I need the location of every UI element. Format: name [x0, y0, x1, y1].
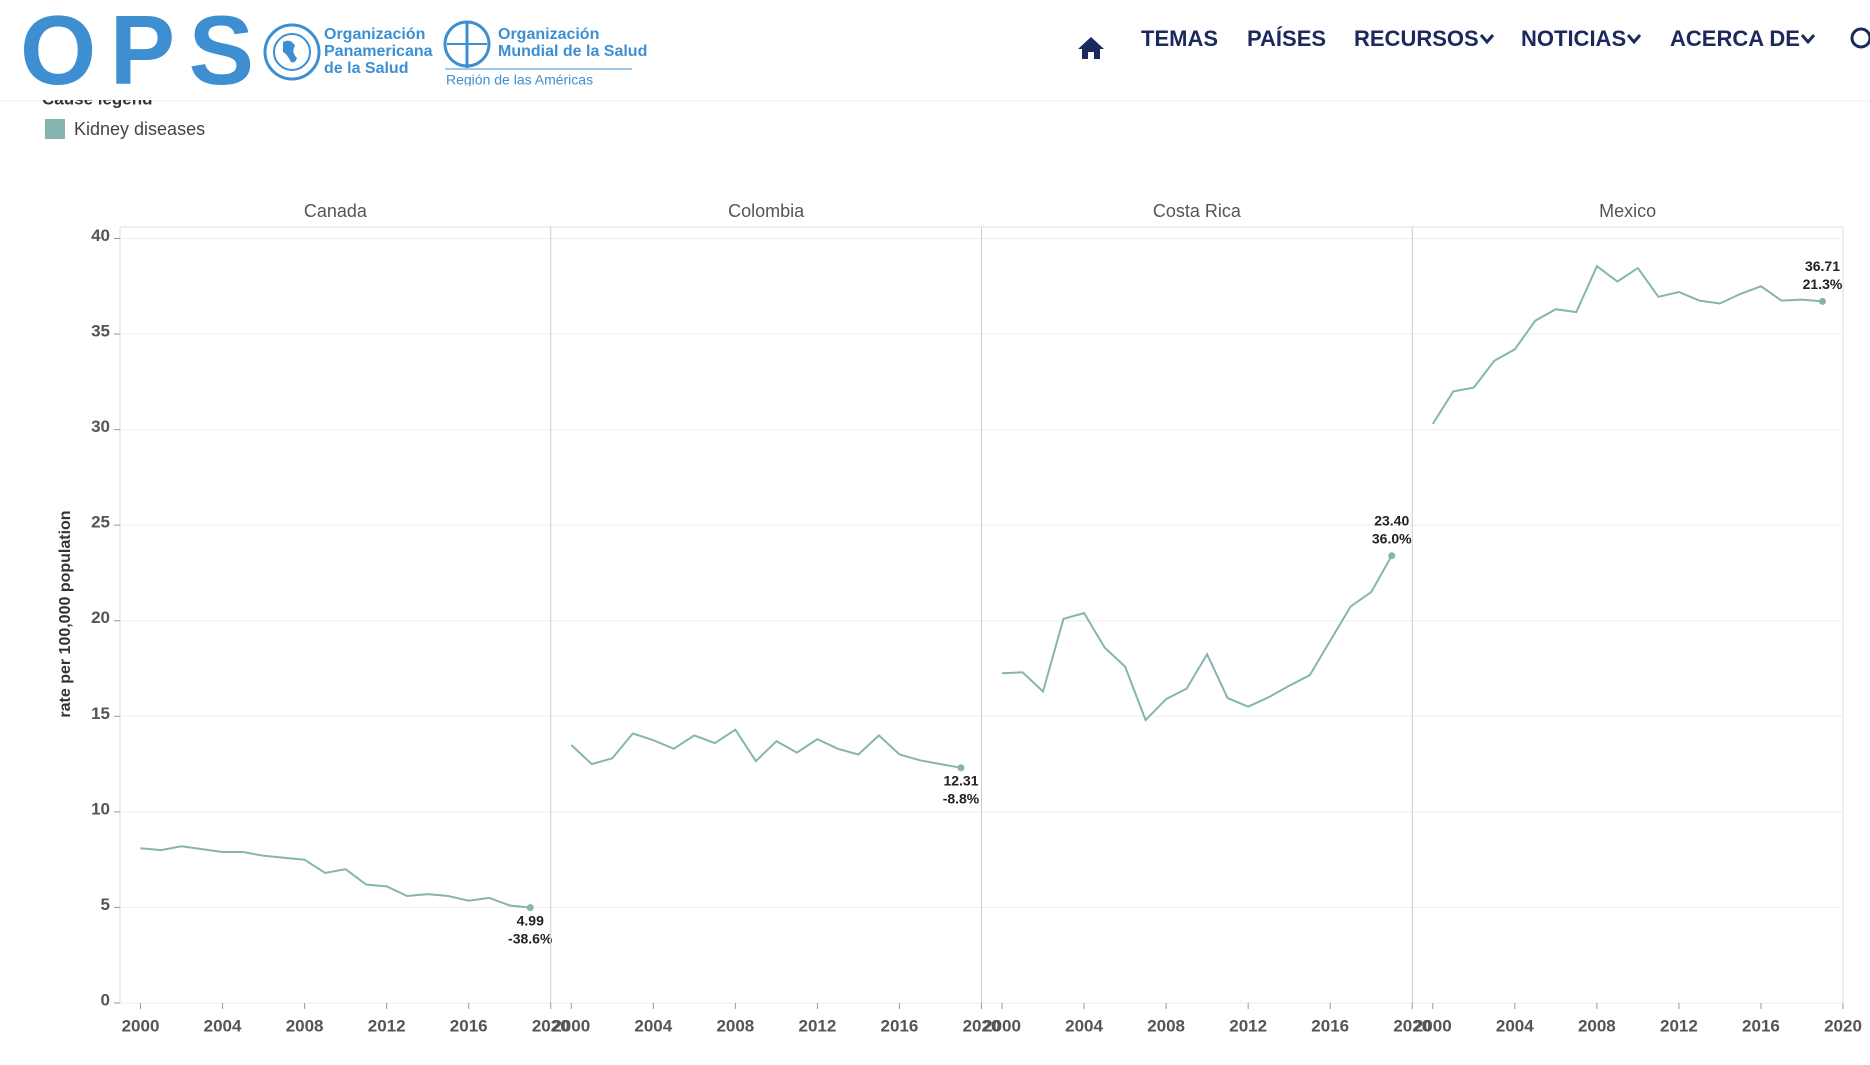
x-tick-label: 2004: [204, 1016, 242, 1035]
x-tick-label: 2000: [122, 1016, 160, 1035]
x-tick-label: 2004: [1496, 1016, 1534, 1035]
region: Región de las Américas: [446, 72, 593, 88]
org-who-line: Organización: [498, 26, 599, 43]
facet-title: Costa Rica: [1153, 201, 1242, 221]
data-line: [570, 728, 962, 769]
nav-item[interactable]: NOTICIAS: [1521, 26, 1626, 51]
x-tick-label: 2016: [881, 1016, 919, 1035]
legend-swatch: [45, 119, 65, 139]
search-icon[interactable]: [1850, 27, 1870, 49]
legend-label: Kidney diseases: [74, 119, 205, 139]
change-label: -8.8%: [943, 790, 980, 806]
change-label: 36.0%: [1372, 530, 1412, 546]
value-label: 4.99: [517, 912, 544, 928]
x-tick-label: 2016: [1742, 1016, 1780, 1035]
x-tick-label: 2020: [1824, 1016, 1862, 1035]
x-tick-label: 2008: [1147, 1016, 1185, 1035]
data-line: [140, 845, 531, 909]
y-tick-label: 25: [91, 513, 110, 532]
header-overlap: [0, 86, 1870, 100]
org-paho-line: Organización: [324, 26, 425, 43]
facet-title: Mexico: [1599, 201, 1656, 221]
x-tick-label: 2012: [1229, 1016, 1267, 1035]
nav-item[interactable]: ACERCA DE: [1670, 26, 1800, 51]
x-tick-label: 2020: [532, 1016, 570, 1035]
change-label: -38.6%: [508, 930, 553, 946]
nav-item[interactable]: RECURSOS: [1354, 26, 1479, 51]
value-label: 12.31: [943, 772, 978, 788]
chevron: [1800, 34, 1816, 45]
nav-item[interactable]: PAÍSES: [1247, 26, 1326, 51]
facet-title: Canada: [304, 201, 368, 221]
x-tick-label: 2000: [1414, 1016, 1452, 1035]
y-axis-title: rate per 100,000 population: [57, 510, 74, 717]
y-tick-label: 0: [101, 990, 110, 1009]
y-tick-label: 40: [91, 226, 110, 245]
x-tick-label: 2020: [1393, 1016, 1431, 1035]
value-label: 23.40: [1374, 512, 1409, 528]
chevron: [1626, 34, 1642, 45]
paho-emblem: [263, 23, 321, 81]
data-line: [1001, 555, 1393, 722]
x-tick-label: 2016: [450, 1016, 488, 1035]
home-icon[interactable]: [1078, 37, 1104, 59]
y-tick-label: 35: [91, 322, 110, 341]
who-emblem: [443, 20, 491, 68]
x-tick-label: 2008: [1578, 1016, 1616, 1035]
x-tick-label: 2008: [716, 1016, 754, 1035]
end-point: [526, 904, 534, 912]
end-point: [1388, 552, 1396, 560]
y-tick-label: 20: [91, 608, 110, 627]
x-tick-label: 2012: [1660, 1016, 1698, 1035]
x-tick-label: 2000: [983, 1016, 1021, 1035]
header: [0, 0, 1870, 101]
x-tick-label: 2000: [552, 1016, 590, 1035]
org-paho-line: Panamericana: [324, 43, 433, 60]
y-tick-label: 5: [101, 895, 110, 914]
y-tick-label: 15: [91, 704, 110, 723]
org-paho-line: de la Salud: [324, 60, 408, 77]
change-label: 21.3%: [1803, 276, 1843, 292]
end-point: [1818, 297, 1826, 305]
x-tick-label: 2016: [1311, 1016, 1349, 1035]
y-tick-label: 30: [91, 417, 110, 436]
x-tick-label: 2008: [286, 1016, 324, 1035]
data-line: [1431, 264, 1823, 425]
end-point: [957, 764, 965, 772]
x-tick-label: 2012: [368, 1016, 406, 1035]
x-tick-label: 2004: [1065, 1016, 1103, 1035]
x-tick-label: 2004: [634, 1016, 672, 1035]
facet-title: Colombia: [728, 201, 805, 221]
nav-item[interactable]: TEMAS: [1141, 26, 1218, 51]
x-tick-label: 2012: [798, 1016, 836, 1035]
chevron: [1479, 34, 1495, 45]
x-tick-label: 2020: [963, 1016, 1001, 1035]
y-tick-label: 10: [91, 799, 110, 818]
org-who-line: Mundial de la Salud: [498, 43, 647, 60]
value-label: 36.71: [1805, 258, 1840, 274]
